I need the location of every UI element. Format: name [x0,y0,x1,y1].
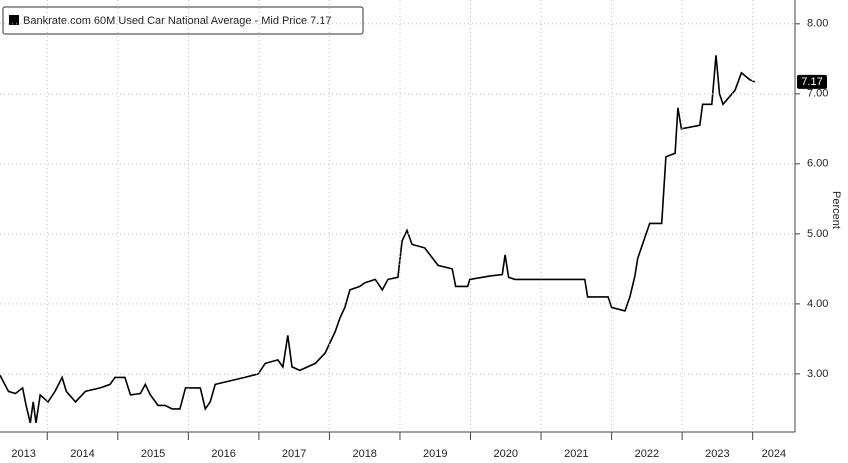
series-line [0,55,756,424]
legend-label: Bankrate.com 60M Used Car National Avera… [23,15,332,27]
x-tick-label: 2018 [352,448,376,460]
x-tick-label: 2017 [282,448,306,460]
y-tick-label: 3.00 [807,368,828,380]
y-tick-label: 6.00 [807,158,828,170]
legend: Bankrate.com 60M Used Car National Avera… [0,0,795,432]
x-tick-label: 2021 [564,448,588,460]
legend-swatch [9,15,19,25]
legend-box [2,6,364,35]
x-tick-label: 2013 [11,448,35,460]
x-tick-label: 2024 [762,448,786,460]
x-tick-label: 2015 [141,448,165,460]
y-tick-label: 5.00 [807,228,828,240]
x-tick-label: 2023 [705,448,729,460]
x-tick-label: 2020 [494,448,518,460]
last-value-tag [797,74,827,89]
x-tick-label: 2019 [423,448,447,460]
y-tick-label: 4.00 [807,298,828,310]
y-axis-label: Percent [830,191,842,229]
last-value-label: 7.17 [801,76,822,88]
x-tick-label: 2022 [635,448,659,460]
x-tick-label: 2014 [70,448,94,460]
y-tick-label: 8.00 [807,18,828,30]
y-tick-label: 7.00 [807,88,828,100]
x-tick-label: 2016 [211,448,235,460]
